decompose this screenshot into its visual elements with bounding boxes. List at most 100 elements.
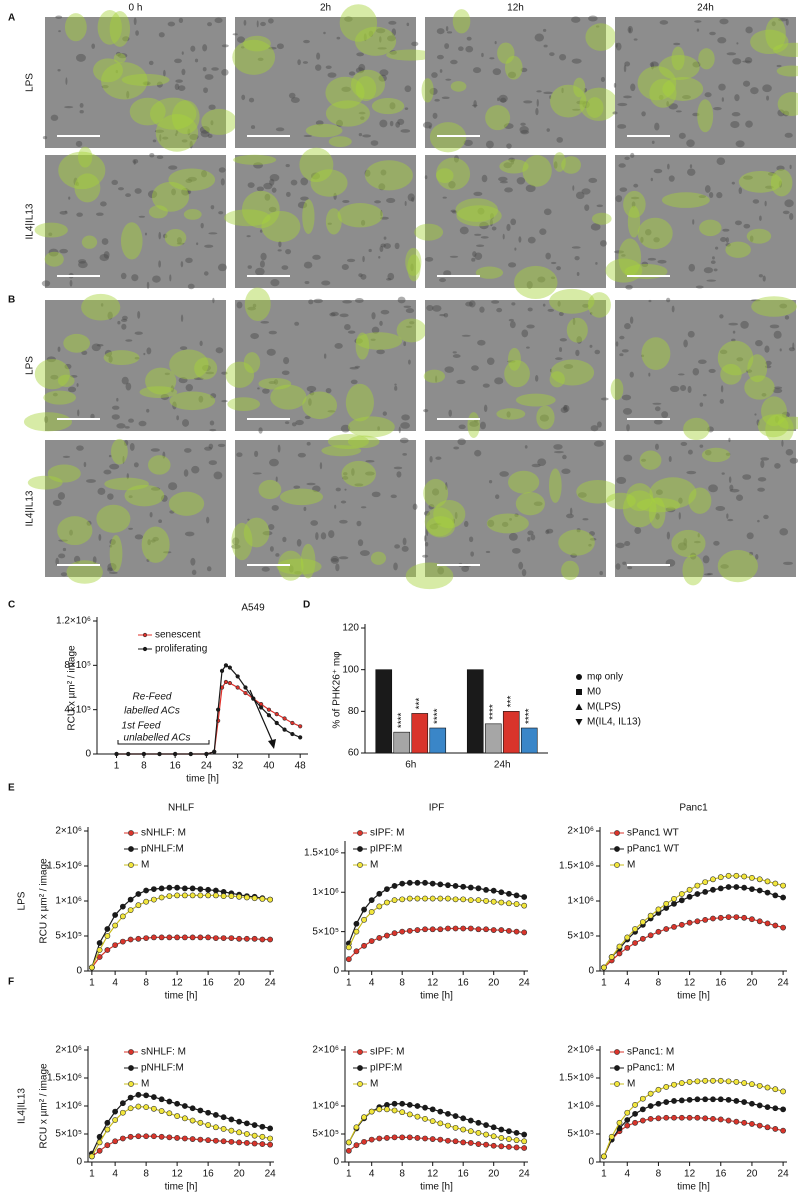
cell — [150, 448, 160, 452]
column-header: 24h — [697, 3, 714, 14]
cell — [722, 228, 730, 232]
cell — [403, 341, 407, 347]
y-tick-label: 5×10⁵ — [567, 931, 594, 942]
cell — [678, 497, 683, 504]
cell — [508, 262, 517, 268]
cell — [371, 326, 380, 334]
cell — [96, 343, 104, 347]
cell — [146, 408, 150, 413]
cell — [138, 420, 147, 427]
cell — [91, 343, 101, 352]
data-point — [725, 884, 732, 890]
cell — [582, 518, 589, 521]
cell — [142, 81, 151, 86]
data-point — [104, 1142, 111, 1149]
cell — [252, 303, 257, 308]
legend-marker — [614, 830, 620, 836]
data-point — [197, 1136, 204, 1143]
data-point — [135, 935, 142, 942]
legend-marker — [614, 846, 620, 852]
cell — [200, 222, 204, 229]
legend-label: M — [627, 1079, 635, 1090]
cell — [401, 545, 409, 552]
cell — [122, 455, 125, 464]
cell — [600, 76, 606, 83]
data-point — [647, 1103, 654, 1109]
cell — [398, 426, 401, 434]
cell — [248, 97, 255, 103]
cell — [81, 350, 88, 356]
data-point — [143, 887, 150, 894]
cell — [167, 21, 176, 27]
fluorescent-cell — [63, 333, 91, 353]
cell — [143, 352, 146, 356]
cell — [651, 140, 655, 145]
cell — [379, 119, 388, 128]
data-point — [483, 1131, 489, 1138]
fluorescent-cell — [688, 487, 712, 514]
cell — [247, 518, 250, 521]
cell — [386, 197, 396, 204]
cell — [566, 513, 574, 519]
data-point — [686, 1114, 693, 1121]
cell — [514, 513, 519, 518]
data-point — [197, 1119, 204, 1126]
series-line — [91, 936, 271, 968]
cell — [111, 414, 120, 420]
data-point — [235, 685, 240, 690]
cell — [537, 458, 547, 467]
cell — [509, 320, 516, 329]
data-point — [733, 1098, 740, 1104]
x-tick-label: 40 — [263, 761, 275, 772]
cell — [666, 531, 671, 540]
data-point — [717, 1096, 724, 1103]
cell — [640, 458, 647, 462]
x-axis-label: time [h] — [165, 1182, 198, 1193]
data-point — [414, 1135, 421, 1141]
fluorescent-cell — [515, 393, 556, 407]
cell — [408, 359, 411, 365]
fluorescent-cell — [302, 199, 315, 234]
cell — [268, 18, 274, 24]
x-tick-label: 24h — [494, 760, 511, 771]
fluorescent-cell — [622, 490, 657, 528]
data-point — [143, 1104, 150, 1111]
significance-label: *** — [414, 698, 425, 710]
chart-title: A549 — [241, 603, 265, 614]
cell — [687, 385, 692, 393]
x-tick-label: 8 — [656, 978, 662, 989]
legend-label: pIPF:M — [370, 1063, 402, 1074]
cell — [630, 196, 640, 200]
data-point — [406, 927, 413, 934]
cell — [563, 364, 574, 369]
cell — [370, 338, 376, 341]
cell — [783, 561, 793, 565]
y-tick-label: 0 — [76, 1157, 82, 1168]
cell — [615, 42, 622, 51]
cell — [720, 236, 727, 242]
data-point — [764, 878, 771, 885]
image-background — [425, 440, 606, 577]
cell — [109, 463, 120, 470]
cell — [343, 472, 348, 476]
cell — [73, 177, 78, 186]
data-point — [513, 892, 520, 899]
data-point — [678, 897, 685, 904]
cell — [257, 387, 260, 390]
cell — [572, 317, 576, 326]
data-point — [259, 1123, 266, 1130]
cell — [622, 408, 633, 415]
data-point — [220, 1114, 227, 1121]
x-tick-label: 12 — [684, 978, 696, 989]
legend-marker — [357, 1081, 363, 1087]
cell — [773, 386, 783, 390]
fluorescent-cell — [328, 136, 352, 147]
data-point — [741, 1099, 748, 1105]
cell — [341, 264, 349, 270]
y-tick-label: 100 — [342, 664, 359, 675]
cell — [52, 499, 62, 506]
cell — [641, 261, 649, 268]
cell — [527, 536, 531, 542]
cell — [150, 539, 156, 543]
data-point — [437, 1120, 444, 1127]
